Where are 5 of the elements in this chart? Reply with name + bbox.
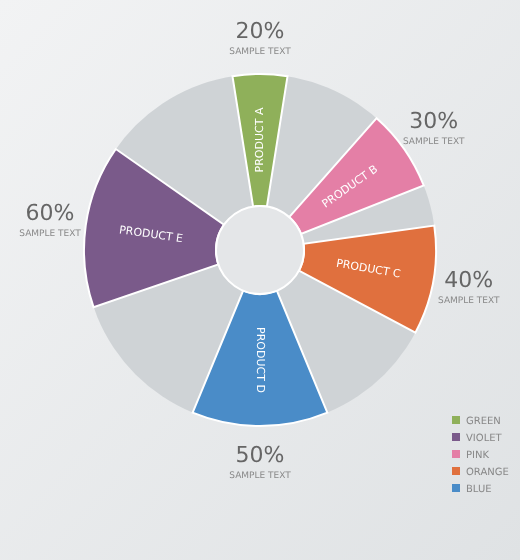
data-label: 30% bbox=[409, 108, 459, 135]
data-label: 60% bbox=[25, 200, 75, 227]
data-label: 20% bbox=[235, 18, 285, 44]
data-label: 50% bbox=[235, 442, 285, 468]
data-label: 40% bbox=[444, 266, 494, 293]
